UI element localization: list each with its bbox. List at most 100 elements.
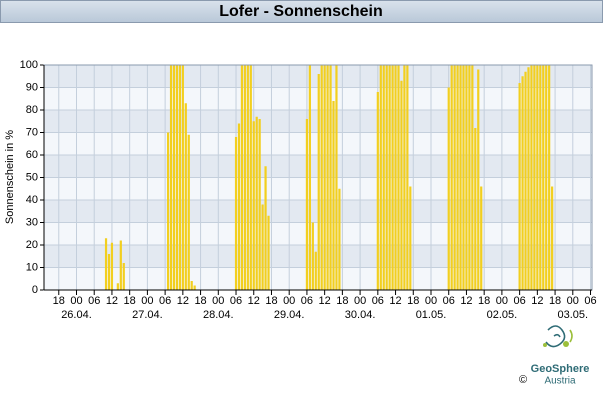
x-tick-label: 06 [159, 295, 171, 307]
bar [119, 240, 122, 290]
bar [545, 65, 548, 290]
bar [320, 65, 323, 290]
x-tick-label: 12 [248, 295, 260, 307]
bar [317, 74, 320, 290]
y-tick-label: 70 [26, 126, 38, 138]
y-tick-label: 100 [20, 59, 38, 71]
x-tick-label: 12 [389, 295, 401, 307]
y-tick-label: 40 [26, 194, 38, 206]
bar [468, 65, 471, 290]
bar [332, 101, 335, 290]
date-label: 26.04. [61, 309, 92, 321]
bar [255, 116, 258, 290]
bar [548, 65, 551, 290]
chart-title: Lofer - Sonnenschein [219, 3, 383, 20]
bar [462, 65, 465, 290]
bar [314, 251, 317, 290]
bar [329, 65, 332, 290]
x-tick-label: 18 [265, 295, 277, 307]
x-tick-label: 12 [106, 295, 118, 307]
date-label: 01.05. [416, 309, 447, 321]
y-tick-label: 30 [26, 216, 38, 228]
x-tick-label: 06 [443, 295, 455, 307]
bar [240, 65, 244, 290]
bar [326, 65, 329, 290]
bar [246, 65, 249, 290]
bar [480, 186, 483, 290]
y-tick-label: 80 [26, 104, 38, 116]
x-tick-label: 00 [425, 295, 437, 307]
bar [122, 263, 125, 290]
bar [530, 65, 533, 290]
x-tick-label: 18 [124, 295, 136, 307]
bar [190, 281, 193, 290]
bar [249, 65, 252, 290]
bar [264, 166, 267, 290]
x-tick-label: 18 [478, 295, 490, 307]
bar [453, 65, 456, 290]
y-axis-label: Sonnenschein in % [4, 130, 16, 224]
y-tick-label: 20 [26, 239, 38, 251]
bar [234, 137, 238, 290]
bar [258, 119, 261, 290]
bar [524, 71, 527, 290]
bar [471, 65, 474, 290]
bar [376, 92, 379, 290]
bar [518, 83, 521, 290]
x-tick-label: 18 [407, 295, 419, 307]
bar [536, 65, 539, 290]
y-tick-label: 60 [26, 149, 38, 161]
date-label: 27.04. [132, 309, 163, 321]
y-tick-label: 90 [26, 81, 38, 93]
bar [388, 65, 391, 290]
date-label: 30.04. [345, 309, 376, 321]
x-tick-label: 18 [53, 295, 65, 307]
bar [305, 119, 309, 290]
y-tick-label: 50 [26, 171, 38, 183]
bar [166, 132, 170, 290]
bar [237, 123, 241, 290]
bar [539, 65, 542, 290]
bar [261, 204, 264, 290]
x-tick-label: 18 [194, 295, 206, 307]
bar [243, 65, 246, 290]
x-tick-label: 06 [513, 295, 525, 307]
x-tick-label: 18 [549, 295, 561, 307]
date-label: 28.04. [203, 309, 234, 321]
x-tick-label: 00 [283, 295, 295, 307]
bar [187, 134, 190, 290]
x-tick-label: 00 [567, 295, 579, 307]
bar [311, 222, 314, 290]
date-label: 02.05. [487, 309, 518, 321]
bar [181, 65, 184, 290]
x-tick-label: 06 [372, 295, 384, 307]
bar [178, 65, 181, 290]
y-tick-label: 10 [26, 261, 38, 273]
bar [172, 65, 176, 290]
bar [450, 65, 453, 290]
bar [385, 65, 388, 290]
bar [551, 186, 554, 290]
date-label: 03.05. [558, 309, 589, 321]
brand-country: Austria [544, 376, 576, 387]
bar [474, 128, 477, 290]
bar [397, 65, 400, 290]
brand-name: GeoSphere [531, 363, 590, 375]
copyright: © [519, 374, 527, 386]
x-tick-label: 12 [319, 295, 331, 307]
bar [116, 283, 119, 290]
bar [459, 65, 462, 290]
bar [267, 215, 270, 290]
x-tick-label: 00 [70, 295, 82, 307]
bar [527, 67, 530, 290]
bar [406, 65, 409, 290]
date-label: 29.04. [274, 309, 305, 321]
x-tick-label: 06 [301, 295, 313, 307]
x-tick-label: 06 [584, 295, 596, 307]
logo [543, 325, 573, 348]
bar [338, 188, 341, 290]
bar [110, 242, 114, 290]
bar [456, 65, 459, 290]
x-tick-label: 00 [354, 295, 366, 307]
